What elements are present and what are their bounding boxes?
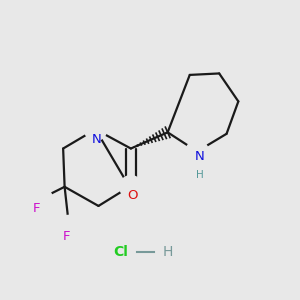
Circle shape	[84, 118, 107, 141]
Text: N: N	[92, 133, 102, 146]
Text: H: H	[196, 170, 204, 180]
Text: F: F	[33, 202, 40, 215]
Circle shape	[58, 215, 80, 238]
Circle shape	[186, 140, 208, 163]
Circle shape	[30, 188, 52, 210]
Text: O: O	[127, 189, 138, 202]
Text: H: H	[163, 244, 173, 259]
Text: Cl: Cl	[113, 244, 128, 259]
Circle shape	[120, 176, 142, 198]
Text: N: N	[195, 150, 205, 163]
Text: F: F	[62, 230, 70, 243]
